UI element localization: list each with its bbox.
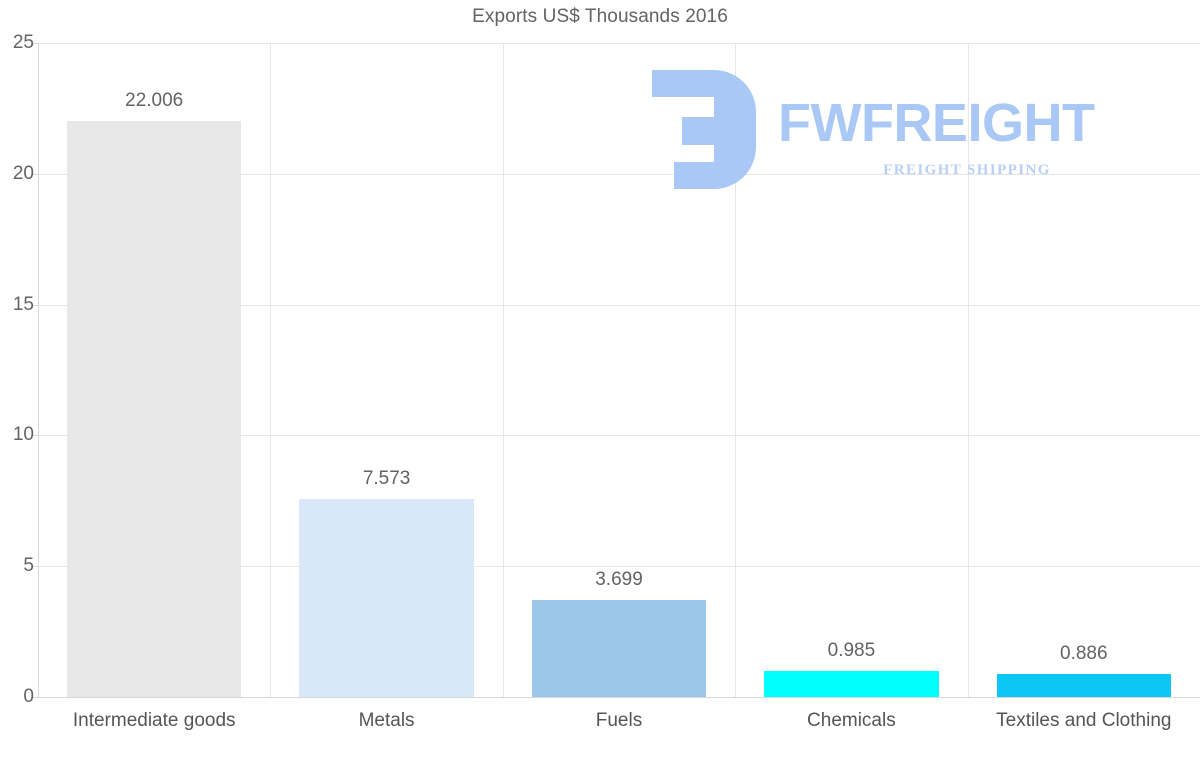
bar-metals[interactable] xyxy=(299,498,474,697)
bar-chemicals[interactable] xyxy=(764,671,939,697)
y-axis-line xyxy=(38,43,39,697)
chart-title: Exports US$ Thousands 2016 xyxy=(472,6,728,27)
bar-value-label: 3.699 xyxy=(595,569,643,591)
gridline-horizontal xyxy=(38,173,1200,175)
gridline-horizontal xyxy=(38,435,1200,437)
gridline-vertical xyxy=(503,43,504,697)
y-axis-tick-label: 10 xyxy=(12,424,34,446)
y-axis-tick-label: 25 xyxy=(12,32,34,53)
bar-textiles-and-clothing[interactable] xyxy=(996,673,1171,697)
bar-value-label: 0.886 xyxy=(1060,642,1108,664)
y-axis-tick-mark xyxy=(32,435,38,437)
y-axis-tick-label: 0 xyxy=(23,686,34,707)
x-axis-label-textiles-and-clothing: Textiles and Clothing xyxy=(996,710,1172,731)
bar-intermediate-goods[interactable] xyxy=(67,121,242,697)
bar-value-label: 7.573 xyxy=(362,467,411,489)
y-axis-tick-mark xyxy=(32,566,38,568)
y-axis-tick-label: 20 xyxy=(12,162,34,184)
y-axis-tick-mark xyxy=(32,697,38,698)
y-axis-tick-mark xyxy=(32,43,38,44)
bar-fuels[interactable] xyxy=(531,600,707,697)
gridline-vertical xyxy=(735,43,736,697)
gridline-vertical xyxy=(968,43,969,697)
gridline-vertical xyxy=(270,43,271,697)
y-axis-tick-label: 5 xyxy=(23,555,34,577)
gridline-horizontal xyxy=(38,566,1200,568)
x-axis-label-metals: Metals xyxy=(358,710,415,731)
x-axis-label-chemicals: Chemicals xyxy=(807,710,896,731)
x-axis-label-fuels: Fuels xyxy=(595,710,643,731)
gridline-horizontal xyxy=(38,43,1200,44)
x-axis-line xyxy=(38,697,1200,698)
plot-area: 22.006 7.573 3.699 0.985 0.886 xyxy=(32,43,1200,698)
gridline-horizontal xyxy=(38,304,1200,306)
bar-value-label: 0.985 xyxy=(827,640,876,662)
bar-value-label: 22.006 xyxy=(125,90,184,112)
y-axis-tick-label: 15 xyxy=(12,293,34,315)
x-axis-label-intermediate-goods: Intermediate goods xyxy=(72,710,236,731)
y-axis-tick-mark xyxy=(32,304,38,306)
y-axis-tick-mark xyxy=(32,173,38,175)
